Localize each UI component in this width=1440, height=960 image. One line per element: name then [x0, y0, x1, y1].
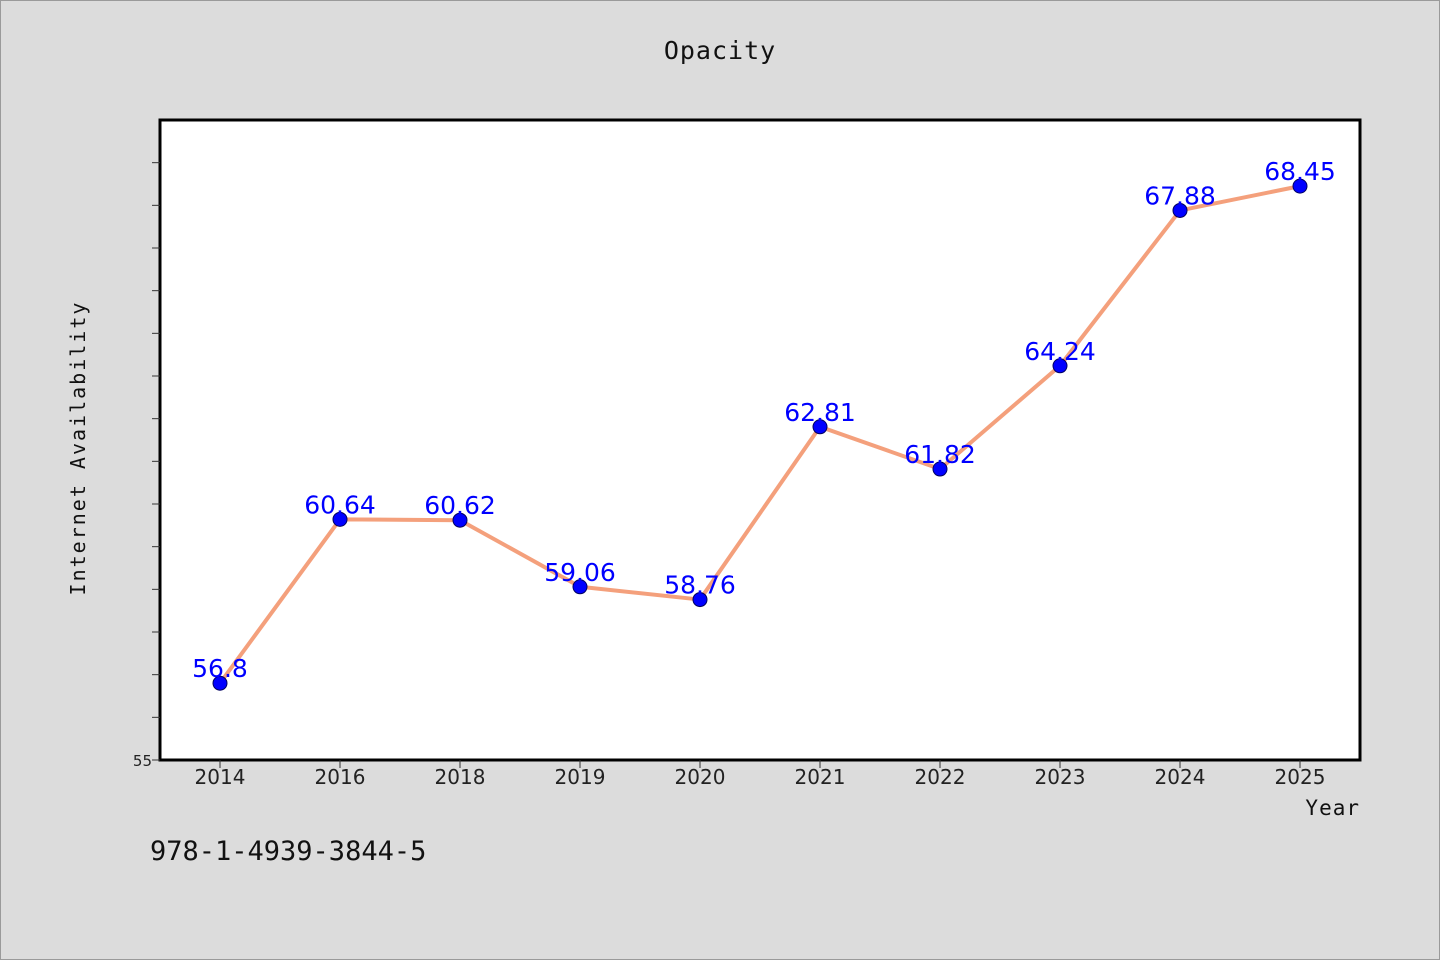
x-tick-label: 2022	[915, 765, 966, 789]
x-tick-label: 2020	[675, 765, 726, 789]
data-label: 58.76	[664, 571, 736, 600]
x-tick-label: 2023	[1035, 765, 1086, 789]
y-tick-label: 55	[133, 752, 152, 770]
data-point-marker	[812, 419, 828, 435]
data-point-marker	[1292, 178, 1308, 194]
plot-area	[158, 118, 1362, 762]
data-point-marker	[332, 511, 348, 527]
data-label: 64.24	[1024, 337, 1096, 366]
data-label: 67.88	[1144, 181, 1216, 210]
data-label: 60.62	[424, 491, 496, 520]
data-point-marker	[572, 579, 588, 595]
data-label: 61.82	[904, 440, 976, 469]
data-point-marker	[1172, 202, 1188, 218]
data-point-marker	[212, 675, 228, 691]
data-point-marker	[452, 512, 468, 528]
footer-isbn: 978-1-4939-3844-5	[150, 836, 427, 867]
data-point-marker	[692, 592, 708, 608]
data-label: 68.45	[1264, 157, 1336, 186]
chart-title: Opacity	[663, 36, 777, 65]
x-tick-label: 2021	[795, 765, 846, 789]
data-label: 59.06	[544, 558, 616, 587]
x-tick-label: 2019	[555, 765, 606, 789]
x-tick-label: 2016	[315, 765, 366, 789]
x-tick-label: 2014	[195, 765, 246, 789]
series-line	[218, 184, 1302, 686]
data-label: 56.8	[192, 654, 248, 683]
data-label: 62.81	[784, 398, 856, 427]
x-tick-label: 2025	[1275, 765, 1326, 789]
data-label: 60.64	[304, 490, 376, 519]
data-point-marker	[932, 461, 948, 477]
x-tick-label: 2018	[435, 765, 486, 789]
data-point-marker	[1052, 358, 1068, 374]
x-tick-label: 2024	[1155, 765, 1206, 789]
x-axis-label: Year	[1305, 796, 1360, 820]
